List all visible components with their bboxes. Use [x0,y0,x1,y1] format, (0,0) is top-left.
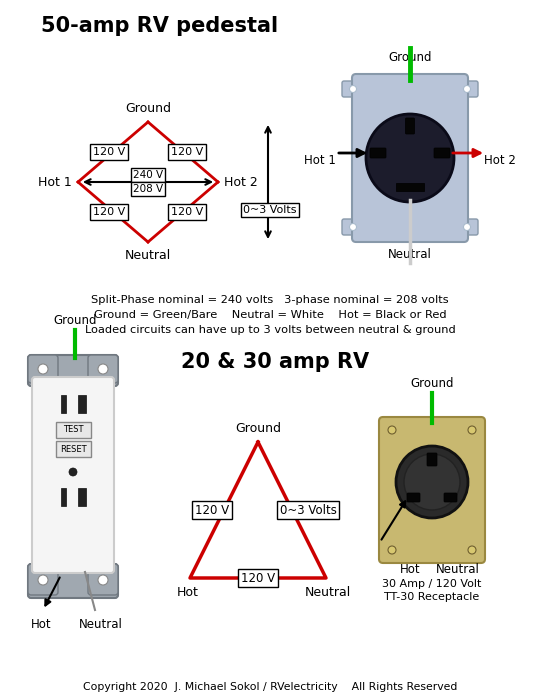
Text: TT-30 Receptacle: TT-30 Receptacle [384,592,480,602]
Circle shape [396,446,468,518]
Circle shape [366,114,454,202]
Bar [61,395,66,413]
Text: Hot 1: Hot 1 [38,176,72,188]
Text: 50-amp RV pedestal: 50-amp RV pedestal [42,16,279,36]
FancyBboxPatch shape [379,417,485,563]
Text: Neutral: Neutral [125,249,171,262]
Text: Ground: Ground [53,314,97,327]
Text: Neutral: Neutral [388,248,432,261]
Text: Split-Phase nominal = 240 volts   3-phase nominal = 208 volts: Split-Phase nominal = 240 volts 3-phase … [91,295,449,305]
Text: 120 V: 120 V [93,147,125,157]
Circle shape [38,364,48,374]
FancyBboxPatch shape [456,219,478,235]
Text: Ground: Ground [388,51,432,64]
FancyBboxPatch shape [56,421,91,438]
Text: Hot: Hot [31,618,51,631]
FancyBboxPatch shape [28,355,58,383]
FancyBboxPatch shape [28,564,58,595]
Circle shape [98,575,108,585]
Circle shape [349,85,356,92]
Text: Ground: Ground [125,102,171,115]
Text: RESET: RESET [60,444,86,454]
FancyBboxPatch shape [407,493,420,502]
Circle shape [38,575,48,585]
Text: 208 V: 208 V [133,184,163,194]
FancyBboxPatch shape [88,564,118,595]
Text: Ground: Ground [235,422,281,435]
Text: Hot 1: Hot 1 [304,153,336,167]
Text: 30 Amp / 120 Volt: 30 Amp / 120 Volt [382,579,482,589]
Text: 120 V: 120 V [171,207,203,217]
Circle shape [388,546,396,554]
Circle shape [468,426,476,434]
Text: Ground = Green/Bare    Neutral = White    Hot = Black or Red: Ground = Green/Bare Neutral = White Hot … [93,310,447,320]
Text: 120 V: 120 V [241,571,275,584]
Text: Hot 2: Hot 2 [224,176,258,188]
FancyBboxPatch shape [434,148,450,158]
Circle shape [69,468,77,476]
FancyBboxPatch shape [342,81,364,97]
Text: 240 V: 240 V [133,170,163,180]
FancyBboxPatch shape [342,219,364,235]
FancyBboxPatch shape [88,355,118,383]
FancyBboxPatch shape [32,377,114,573]
Text: Copyright 2020  J. Michael Sokol / RVelectricity    All Rights Reserved: Copyright 2020 J. Michael Sokol / RVelec… [83,682,457,692]
Text: 20 & 30 amp RV: 20 & 30 amp RV [181,352,369,372]
Circle shape [388,426,396,434]
FancyBboxPatch shape [456,81,478,97]
Text: 0~3 Volts: 0~3 Volts [243,205,297,215]
FancyBboxPatch shape [28,564,118,598]
Bar [61,488,66,506]
Polygon shape [396,183,424,191]
Circle shape [463,223,470,230]
Text: Hot: Hot [400,563,420,576]
Circle shape [98,364,108,374]
FancyBboxPatch shape [427,453,437,466]
FancyBboxPatch shape [406,118,415,134]
Bar [78,488,86,506]
Text: 120 V: 120 V [171,147,203,157]
Circle shape [463,85,470,92]
Text: Neutral: Neutral [436,563,480,576]
Text: Loaded circuits can have up to 3 volts between neutral & ground: Loaded circuits can have up to 3 volts b… [85,325,455,335]
Text: 120 V: 120 V [93,207,125,217]
Text: Ground: Ground [410,377,454,390]
Text: Hot: Hot [177,586,199,599]
FancyBboxPatch shape [28,355,118,386]
Circle shape [404,454,460,510]
FancyBboxPatch shape [352,74,468,242]
Text: TEST: TEST [63,426,83,435]
Text: Hot 2: Hot 2 [484,153,516,167]
Text: 0~3 Volts: 0~3 Volts [280,503,336,517]
Text: Neutral: Neutral [305,586,351,599]
Circle shape [468,546,476,554]
FancyBboxPatch shape [56,440,91,456]
Circle shape [349,223,356,230]
Bar [78,395,86,413]
FancyBboxPatch shape [370,148,386,158]
FancyBboxPatch shape [444,493,457,502]
Text: 120 V: 120 V [195,503,229,517]
Text: Neutral: Neutral [79,618,123,631]
